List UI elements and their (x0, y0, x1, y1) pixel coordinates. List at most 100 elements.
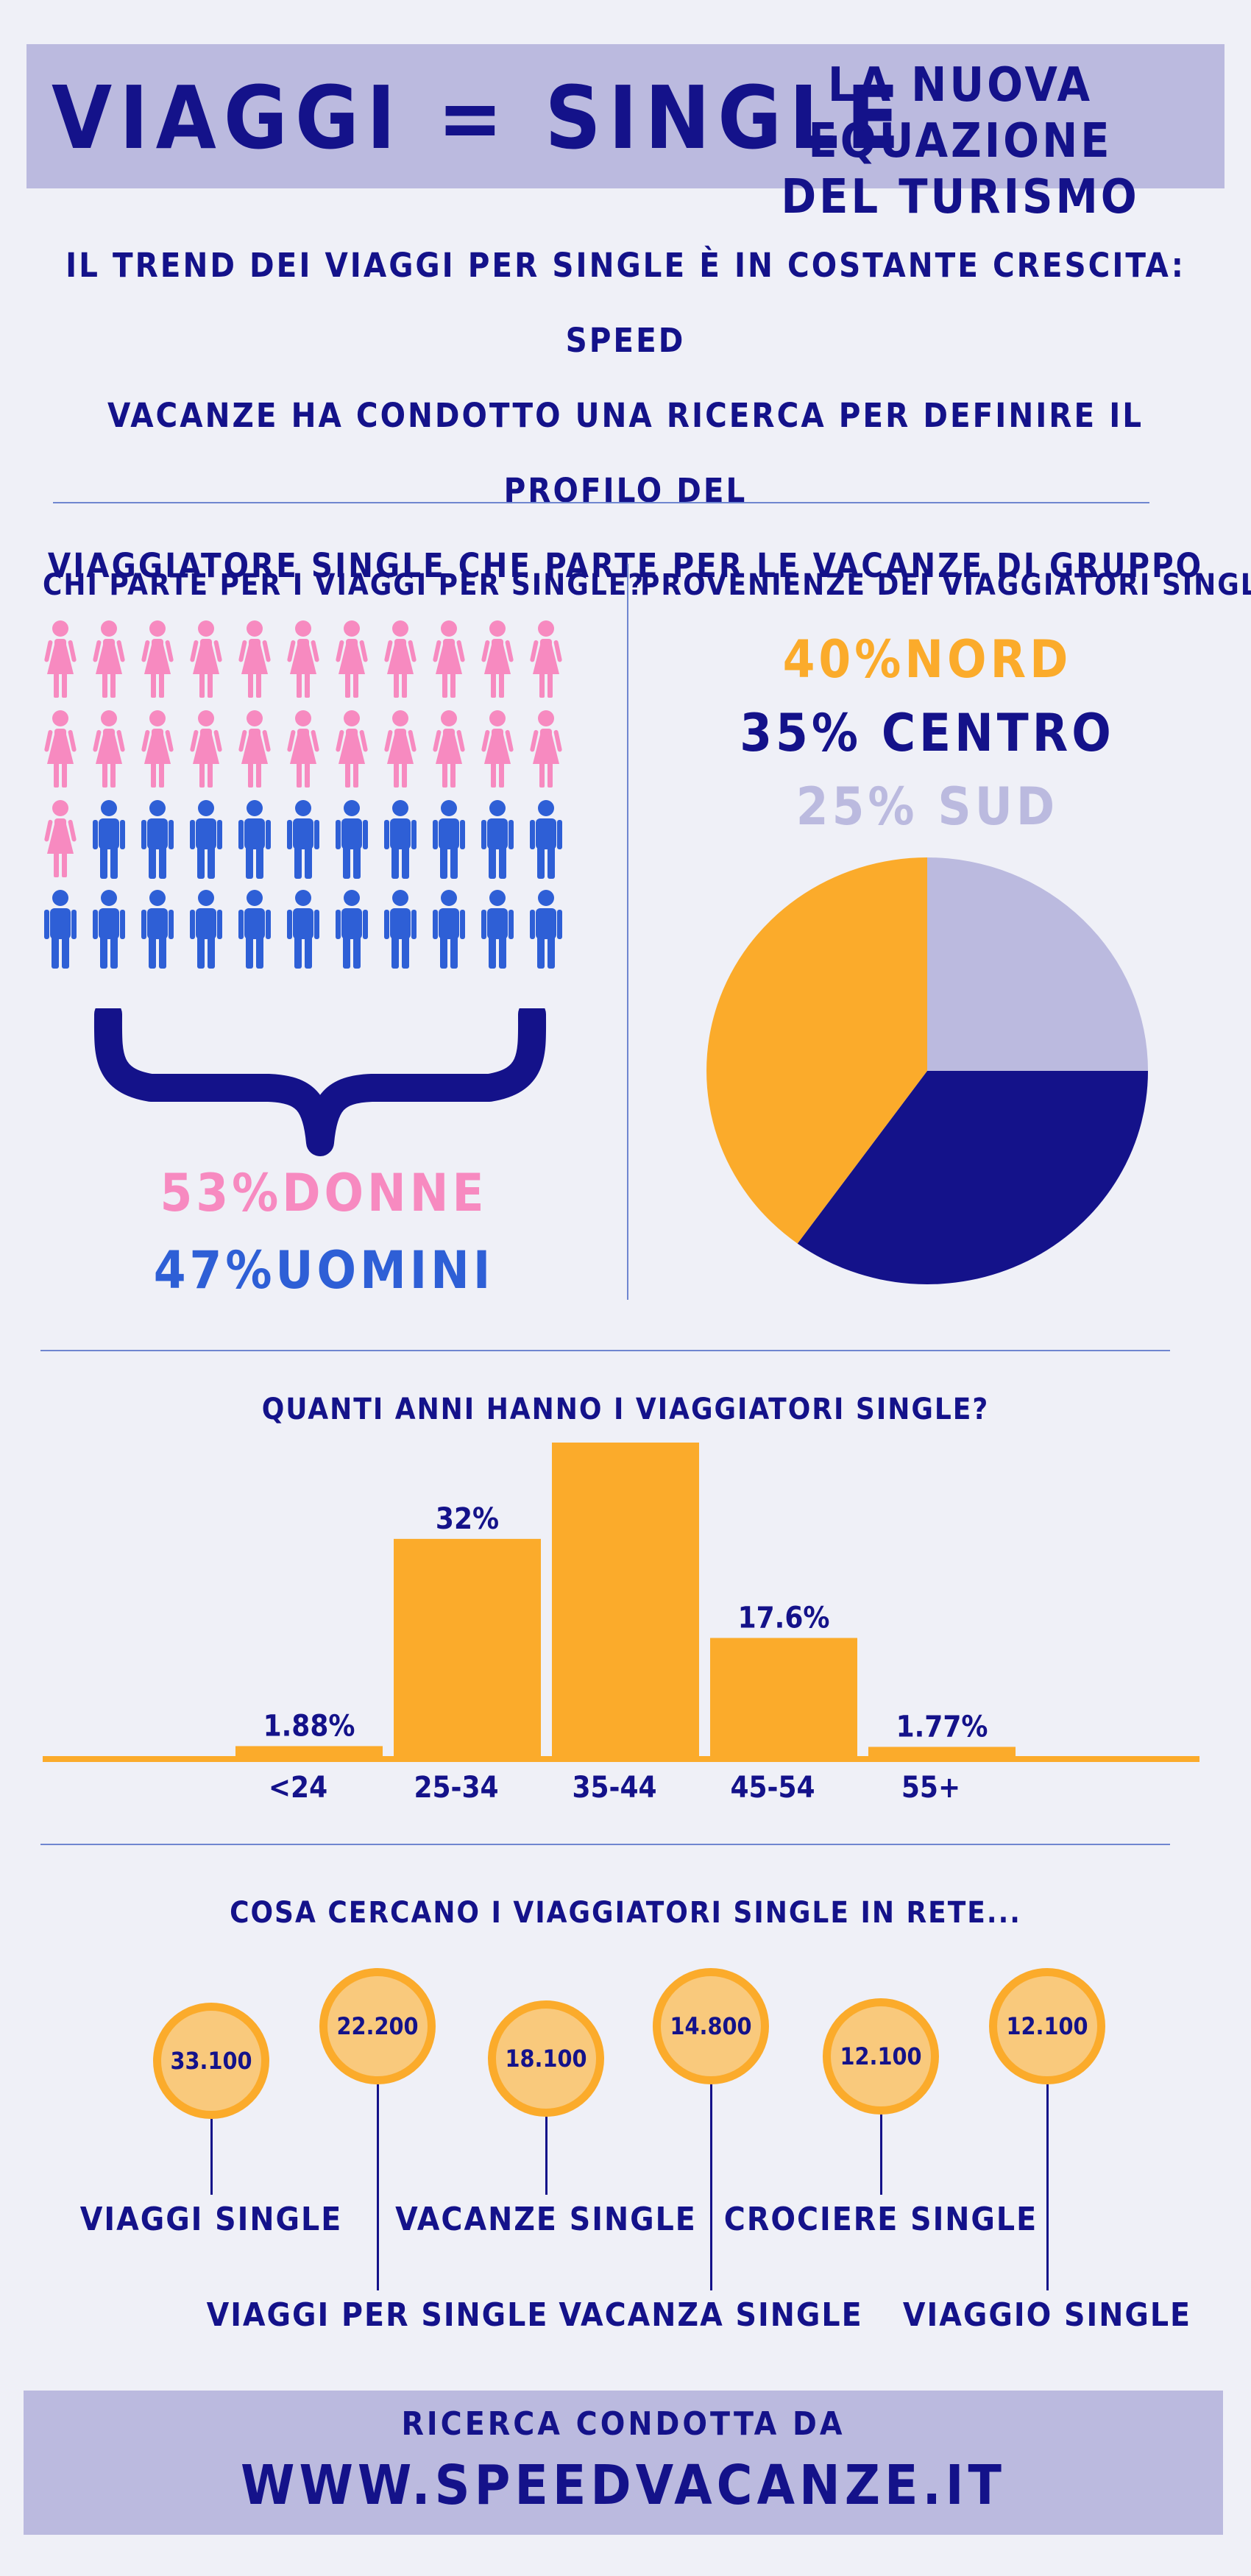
man-icon (238, 890, 271, 969)
woman-icon (190, 710, 222, 788)
woman-icon (336, 710, 368, 788)
search-keyword-label: VACANZA SINGLE (559, 2296, 863, 2334)
bar-1 (235, 1746, 383, 1759)
bubble-connector (377, 2084, 379, 2290)
pie-slice-centro (797, 1071, 1148, 1284)
gender-section-title: CHI PARTE PER I VIAGGI PER SINGLE? (43, 568, 645, 602)
divider-2 (40, 1350, 1170, 1351)
search-keyword-label: VIAGGIO SINGLE (902, 2296, 1192, 2334)
bar-value-label: 1.88% (263, 1709, 355, 1743)
man-icon (336, 800, 368, 879)
bubble-connector (545, 2117, 547, 2195)
man-icon (238, 800, 271, 879)
bar-3 (552, 1443, 699, 1759)
woman-icon (530, 620, 562, 698)
man-icon (433, 800, 465, 879)
search-keyword-label: CROCIERE SINGLE (723, 2201, 1038, 2238)
man-icon (530, 890, 562, 969)
man-icon (433, 890, 465, 969)
woman-icon (238, 710, 271, 788)
woman-icon (336, 620, 368, 698)
search-keyword-label: VACANZE SINGLE (395, 2201, 697, 2238)
man-icon (190, 800, 222, 879)
origin-section-title: PROVENIENZE DEI VIAGGIATORI SINGLE (640, 568, 1251, 602)
woman-icon (238, 620, 271, 698)
search-volume-bubble: 33.100 (153, 2003, 269, 2119)
woman-icon (93, 710, 125, 788)
woman-icon (44, 800, 77, 877)
pie-slice-nord (706, 857, 927, 1244)
man-icon (481, 890, 514, 969)
search-keyword-label: VIAGGI PER SINGLE (206, 2296, 549, 2334)
woman-icon (44, 710, 77, 788)
men-percent-label: 47%UOMINI (153, 1240, 495, 1301)
header-banner (26, 44, 1225, 188)
man-icon (287, 800, 319, 879)
search-volume-bubble: 14.800 (653, 1968, 769, 2084)
footer-caption: RICERCA CONDOTTA DA (401, 2405, 846, 2443)
origin-pie-chart (706, 857, 1148, 1284)
gender-pictogram (44, 620, 562, 969)
man-icon (93, 800, 125, 879)
woman-icon (384, 620, 417, 698)
intro-line-2: VACANZE HA CONDOTTO UNA RICERCA PER DEFI… (107, 396, 1144, 510)
bar-value-label: 1.77% (896, 1710, 988, 1744)
age-bar-chart: 1.88% <24 32% 25-34 46% 35-44 17.6% 45-54 1.77% 5… (43, 1435, 1199, 1805)
search-volume-bubble: 12.100 (823, 1998, 939, 2115)
search-volume-bubble: 22.200 (319, 1968, 436, 2084)
woman-icon (433, 620, 465, 698)
man-icon (141, 800, 174, 879)
man-icon (384, 800, 417, 879)
divider-3 (40, 1844, 1170, 1845)
woman-icon (384, 710, 417, 788)
bar-category-label: 25-34 (414, 1771, 498, 1805)
woman-icon (433, 710, 465, 788)
subtitle-line-2: DEL TURISMO (781, 170, 1140, 224)
bubble-connector (1046, 2084, 1049, 2290)
search-keyword-label: VIAGGI SINGLE (79, 2201, 343, 2238)
bar-2 (394, 1538, 541, 1759)
man-icon (93, 890, 125, 969)
bar-value-label: 46% (594, 1435, 657, 1440)
nord-label: 40%NORD (782, 629, 1072, 690)
bar-5 (868, 1747, 1016, 1759)
man-icon (384, 890, 417, 969)
page-title: VIAGGI = SINGLE (52, 67, 907, 169)
bar-category-label: 55+ (901, 1771, 960, 1805)
woman-icon (93, 620, 125, 698)
woman-icon (481, 620, 514, 698)
women-percent-label: 53%DONNE (160, 1163, 488, 1223)
search-section-title: COSA CERCANO I VIAGGIATORI SINGLE IN RET… (230, 1896, 1021, 1930)
woman-icon (287, 620, 319, 698)
pie-slice-sud (927, 857, 1148, 1071)
man-icon (141, 890, 174, 969)
woman-icon (44, 620, 77, 698)
sud-label: 25% SUD (795, 776, 1059, 837)
man-icon (481, 800, 514, 879)
bar-value-label: 32% (436, 1502, 499, 1536)
man-icon (44, 890, 77, 969)
bubble-connector (880, 2115, 882, 2195)
man-icon (336, 890, 368, 969)
man-icon (190, 890, 222, 969)
intro-line-1: IL TREND DEI VIAGGI PER SINGLE È IN COST… (65, 246, 1186, 360)
intro-line-3: VIAGGIATORE SINGLE CHE PARTE PER LE VACA… (47, 546, 1204, 585)
woman-icon (190, 620, 222, 698)
woman-icon (481, 710, 514, 788)
footer-banner (24, 2391, 1223, 2535)
bar-category-label: 45-54 (730, 1771, 815, 1805)
bar-value-label: 17.6% (738, 1601, 830, 1635)
bubble-connector (710, 2084, 712, 2290)
man-icon (287, 890, 319, 969)
bar-category-label: 35-44 (572, 1771, 656, 1805)
divider-1 (53, 502, 1149, 503)
footer-website-link[interactable]: WWW.SPEEDVACANZE.IT (241, 2454, 1006, 2517)
search-volume-bubble: 18.100 (488, 2000, 604, 2117)
woman-icon (287, 710, 319, 788)
woman-icon (530, 710, 562, 788)
subtitle-line-1: LA NUOVA EQUAZIONE (808, 58, 1113, 169)
search-volume-bubble: 12.100 (989, 1968, 1105, 2084)
bar-4 (710, 1638, 857, 1759)
woman-icon (141, 620, 174, 698)
page-subtitle: LA NUOVA EQUAZIONE DEL TURISMO (706, 57, 1214, 225)
